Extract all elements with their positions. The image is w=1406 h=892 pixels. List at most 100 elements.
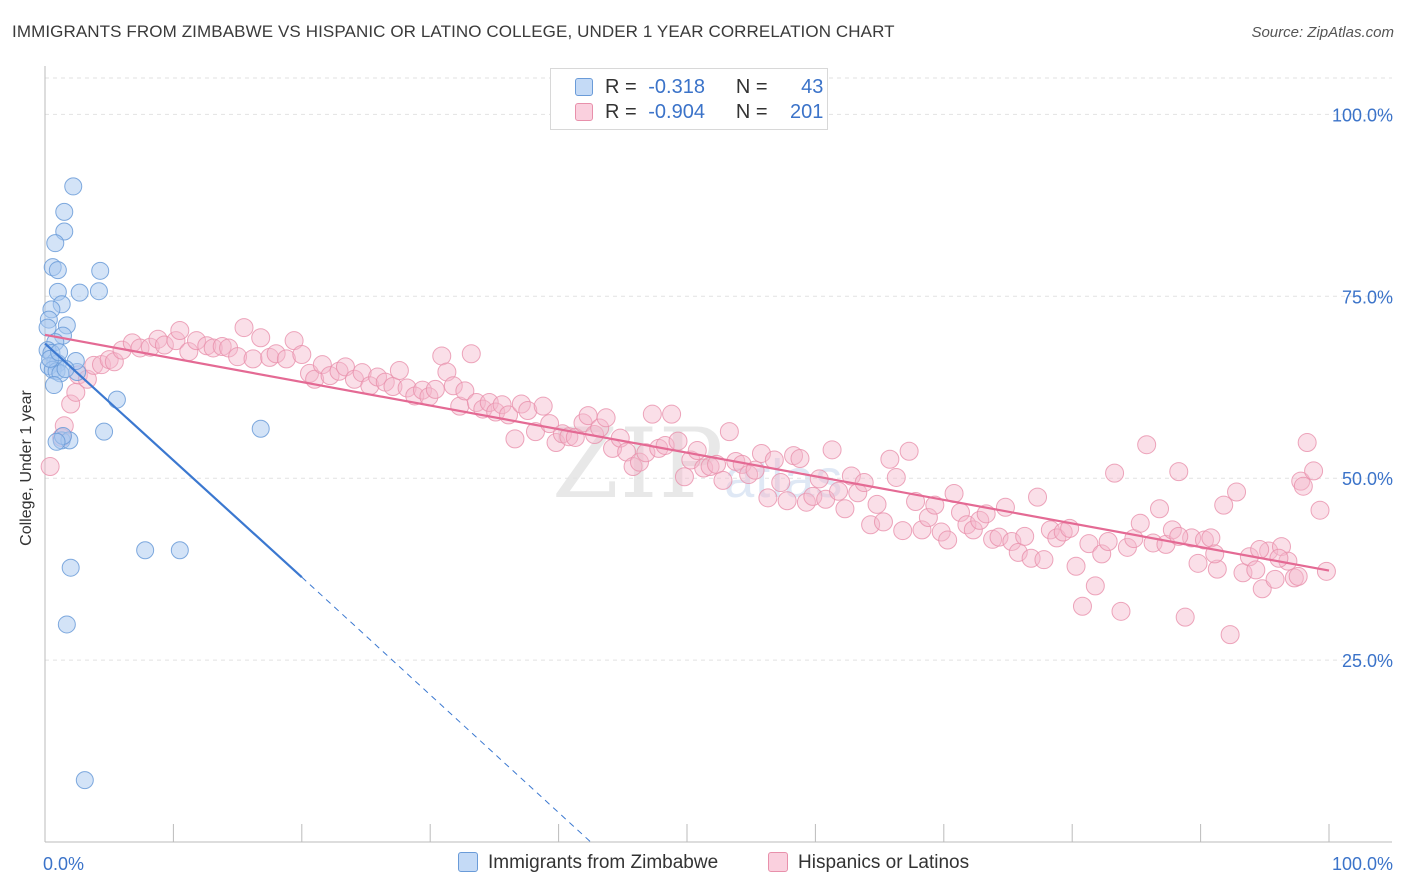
legend-r-value: -0.904: [648, 101, 705, 123]
data-point-zimbabwe: [91, 261, 110, 280]
data-point-zimbabwe: [64, 177, 83, 196]
legend-r-label: R =: [605, 101, 637, 123]
data-point-hispanics: [854, 473, 874, 493]
data-point-hispanics: [867, 494, 887, 514]
series-hispanics-points: [40, 318, 1336, 645]
data-point-hispanics: [425, 379, 445, 399]
data-point-hispanics: [104, 352, 124, 372]
y-tick-label: 25.0%: [1342, 651, 1393, 671]
data-point-hispanics: [383, 377, 403, 397]
data-point-hispanics: [525, 422, 545, 442]
data-point-hispanics: [443, 376, 463, 396]
data-point-hispanics: [1291, 471, 1311, 491]
data-point-hispanics: [1169, 526, 1189, 546]
data-point-zimbabwe: [46, 234, 65, 253]
data-point-hispanics: [61, 394, 81, 414]
data-point-hispanics: [1098, 531, 1118, 551]
x-tick-label: 0.0%: [43, 854, 84, 874]
data-point-hispanics: [1137, 435, 1157, 455]
data-point-hispanics: [1072, 596, 1092, 616]
data-point-zimbabwe: [136, 541, 155, 560]
data-point-zimbabwe: [70, 283, 89, 302]
y-axis-label: College, Under 1 year: [18, 390, 35, 546]
data-point-hispanics: [243, 349, 263, 369]
data-point-hispanics: [989, 527, 1009, 547]
data-point-hispanics: [389, 361, 409, 381]
data-point-hispanics: [668, 431, 688, 451]
data-point-hispanics: [1002, 531, 1022, 551]
data-point-hispanics: [320, 366, 340, 386]
trend-line-hispanics: [44, 333, 1330, 572]
data-point-hispanics: [995, 497, 1015, 517]
data-point-hispanics: [835, 499, 855, 519]
data-point-hispanics: [1227, 482, 1247, 502]
data-point-hispanics: [861, 515, 881, 535]
data-point-hispanics: [1111, 601, 1131, 621]
data-point-hispanics: [1028, 487, 1048, 507]
data-point-hispanics: [405, 386, 425, 406]
data-point-hispanics: [397, 378, 417, 398]
data-point-hispanics: [713, 470, 733, 490]
trend-line-zimbabwe: [44, 342, 303, 578]
y-tick-label: 75.0%: [1342, 287, 1393, 307]
data-point-hispanics: [1034, 550, 1054, 570]
data-point-hispanics: [1271, 537, 1291, 557]
data-point-zimbabwe: [75, 771, 94, 790]
data-point-hispanics: [1310, 500, 1330, 520]
tick-labels: 25.0% 50.0% 75.0% 100.0% 0.0% 100.0%: [43, 105, 1393, 874]
data-point-hispanics: [1169, 462, 1189, 482]
data-point-hispanics: [40, 457, 60, 477]
data-point-hispanics: [931, 522, 951, 542]
data-point-hispanics: [758, 488, 778, 508]
axes: [44, 66, 1392, 843]
data-point-hispanics: [260, 347, 280, 367]
data-point-zimbabwe: [47, 432, 66, 451]
data-point-hispanics: [1214, 495, 1234, 515]
data-point-hispanics: [1316, 561, 1336, 581]
data-point-zimbabwe: [89, 282, 108, 301]
data-point-hispanics: [533, 396, 553, 416]
data-point-hispanics: [1207, 559, 1227, 579]
data-point-hispanics: [694, 458, 714, 478]
data-point-hispanics: [1015, 526, 1035, 546]
data-point-hispanics: [518, 401, 538, 421]
data-point-hispanics: [1288, 566, 1308, 586]
data-point-hispanics: [1079, 534, 1099, 554]
data-point-hispanics: [912, 520, 932, 540]
chart-title: IMMIGRANTS FROM ZIMBABWE VS HISPANIC OR …: [12, 22, 895, 41]
data-point-zimbabwe: [95, 422, 114, 441]
data-point-hispanics: [790, 449, 810, 469]
data-point-hispanics: [873, 512, 893, 532]
data-point-hispanics: [803, 486, 823, 506]
data-point-hispanics: [1304, 461, 1324, 481]
data-point-hispanics: [1092, 544, 1112, 564]
data-point-zimbabwe: [50, 343, 69, 362]
legend-n-value: 201: [790, 101, 824, 123]
data-point-hispanics: [1252, 579, 1272, 599]
data-point-hispanics: [187, 331, 207, 351]
legend-row-zimbabwe: R = -0.318 N = 43: [575, 76, 823, 102]
legend-swatch-blue: [458, 852, 478, 872]
legend-n-value: 43: [801, 76, 824, 98]
data-point-hispanics: [437, 362, 457, 382]
data-point-hispanics: [234, 318, 254, 338]
data-point-hispanics: [292, 344, 312, 364]
series-legend: Immigrants from Zimbabwe Hispanics or La…: [0, 852, 1406, 878]
data-point-hispanics: [771, 473, 791, 493]
data-point-hispanics: [617, 442, 637, 462]
data-point-hispanics: [1233, 563, 1253, 583]
data-point-hispanics: [1293, 476, 1313, 496]
data-point-hispanics: [1066, 556, 1086, 576]
data-point-hispanics: [822, 440, 842, 460]
data-point-hispanics: [1008, 542, 1028, 562]
legend-series2-label: Hispanics or Latinos: [798, 852, 970, 873]
data-point-hispanics: [1220, 625, 1240, 645]
data-point-hispanics: [455, 381, 475, 401]
data-point-hispanics: [505, 429, 525, 449]
data-point-hispanics: [886, 467, 906, 487]
legend-row-hispanics: R = -0.904 N = 201: [575, 101, 823, 127]
y-tick-label: 50.0%: [1342, 469, 1393, 489]
legend-series1-label: Immigrants from Zimbabwe: [488, 852, 719, 873]
correlation-legend: R = -0.318 N = 43 R = -0.904 N = 201: [550, 68, 828, 130]
legend-swatch-pink: [575, 103, 593, 121]
